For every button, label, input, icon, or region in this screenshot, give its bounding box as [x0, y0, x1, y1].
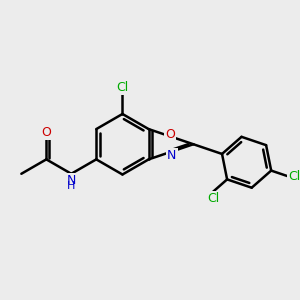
- Text: Cl: Cl: [207, 192, 219, 205]
- Text: Cl: Cl: [288, 170, 300, 183]
- Text: N: N: [67, 174, 76, 187]
- Text: O: O: [165, 128, 175, 141]
- Text: O: O: [41, 126, 51, 139]
- Text: Cl: Cl: [116, 81, 129, 94]
- Text: N: N: [167, 149, 177, 162]
- Text: H: H: [67, 181, 76, 191]
